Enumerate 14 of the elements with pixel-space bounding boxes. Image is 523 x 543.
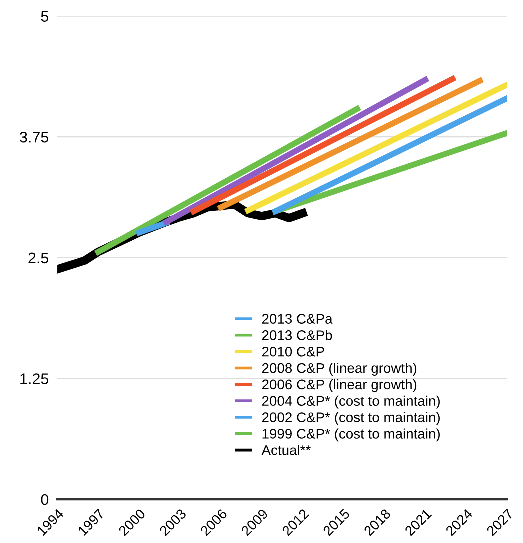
legend-label: 2008 C&P (linear growth) bbox=[262, 363, 417, 376]
y-tick-label: 5 bbox=[41, 11, 49, 22]
legend-label: 2013 C&Pa bbox=[262, 314, 333, 324]
legend-label: 2002 C&P* (cost to maintain) bbox=[262, 412, 440, 426]
y-tick-label: 1.25 bbox=[20, 374, 49, 384]
legend-label: 2013 C&Pb bbox=[262, 330, 332, 340]
y-tick-label: 3.75 bbox=[20, 132, 49, 143]
legend-label: 1999 C&P* (cost to maintain) bbox=[262, 428, 440, 442]
legend-label: Actual** bbox=[262, 445, 311, 456]
legend-label: 2004 C&P* (cost to maintain) bbox=[262, 396, 440, 409]
legend-label: 2006 C&P (linear growth) bbox=[262, 379, 417, 392]
y-tick-label: 0 bbox=[41, 494, 49, 506]
y-tick-label: 2.5 bbox=[28, 252, 49, 264]
legend-label: 2010 C&P bbox=[262, 346, 324, 357]
